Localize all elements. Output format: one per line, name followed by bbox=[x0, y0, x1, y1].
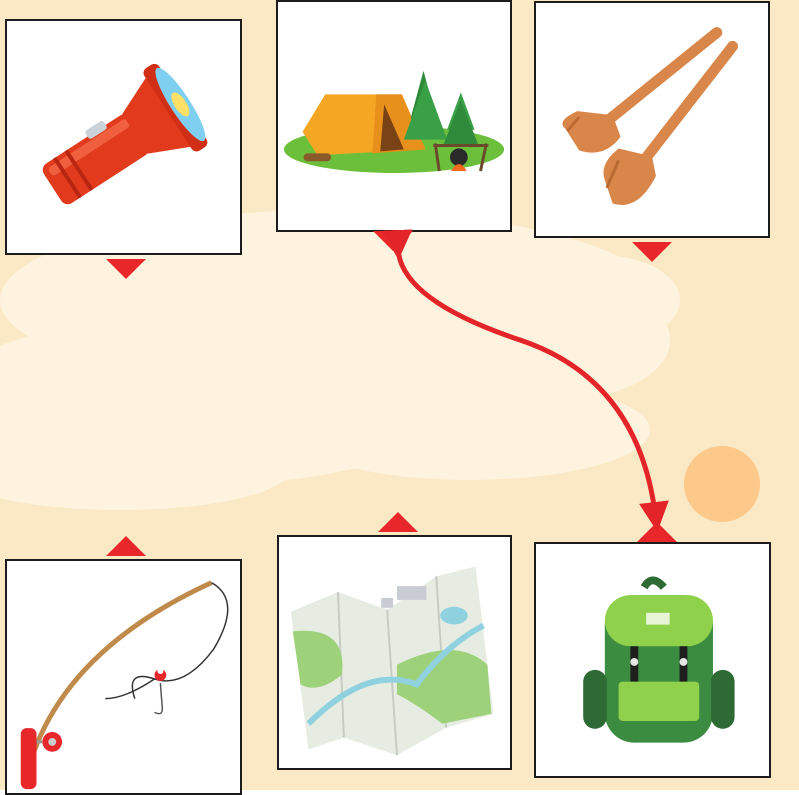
fishing-rod-icon bbox=[20, 580, 229, 790]
sun-shape bbox=[684, 446, 760, 522]
pointer-fishing-rod bbox=[106, 536, 146, 556]
card-backpack[interactable] bbox=[534, 542, 771, 778]
pointer-backpack bbox=[637, 522, 677, 542]
flashlight-icon bbox=[42, 63, 208, 205]
pointer-flashlight bbox=[106, 259, 146, 279]
card-wooden-paddles[interactable] bbox=[534, 1, 770, 238]
card-camping-tent[interactable] bbox=[276, 0, 512, 232]
paddles-icon bbox=[562, 27, 739, 205]
card-fishing-rod[interactable] bbox=[5, 559, 242, 795]
card-map[interactable] bbox=[277, 535, 512, 770]
pointer-wooden-paddles bbox=[632, 242, 672, 262]
card-flashlight[interactable] bbox=[5, 19, 242, 255]
folded-map-icon bbox=[290, 566, 494, 756]
backpack-icon bbox=[583, 576, 735, 743]
pointer-map bbox=[378, 512, 418, 532]
pointer-camping-tent bbox=[373, 231, 413, 251]
tent-campsite-icon bbox=[283, 70, 505, 173]
cloud-shape bbox=[0, 210, 680, 510]
